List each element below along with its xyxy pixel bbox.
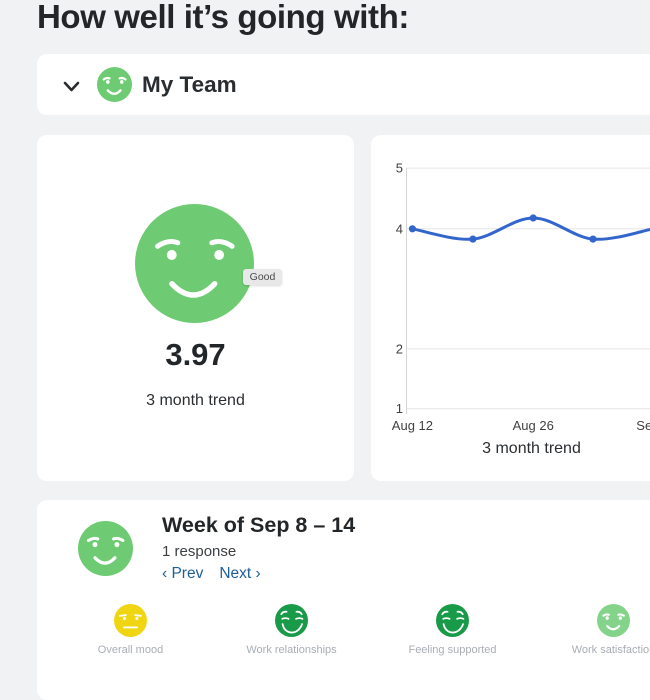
- svg-text:4: 4: [396, 221, 403, 236]
- svg-text:Aug 26: Aug 26: [513, 418, 554, 433]
- svg-text:1: 1: [396, 401, 403, 416]
- svg-text:Sep 9: Sep 9: [636, 418, 650, 433]
- svg-text:Aug 12: Aug 12: [392, 418, 433, 433]
- svg-text:5: 5: [396, 161, 403, 176]
- svg-text:3 month trend: 3 month trend: [482, 440, 581, 457]
- svg-text:2: 2: [396, 341, 403, 356]
